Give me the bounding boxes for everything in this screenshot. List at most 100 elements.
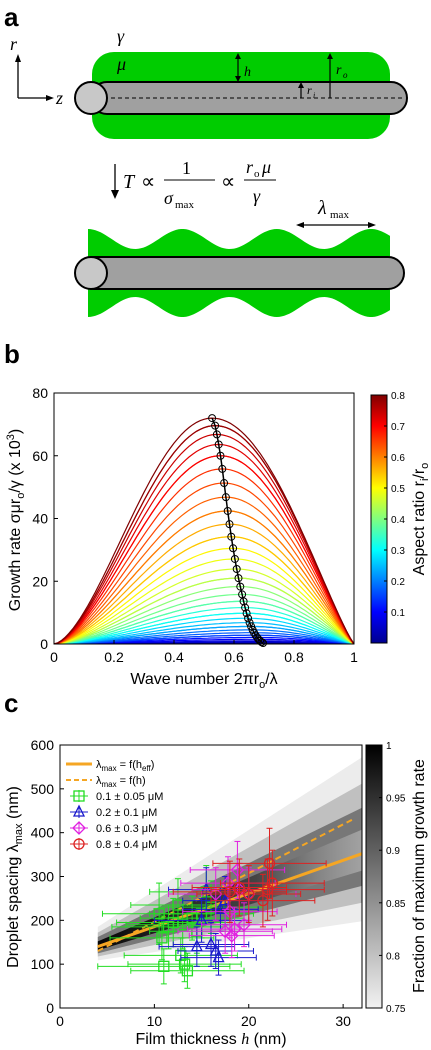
label-mu: μ	[116, 54, 126, 74]
maximum-point	[229, 544, 238, 553]
panel-label-a: a	[4, 2, 19, 32]
x-tick-label: 0.2	[104, 649, 124, 665]
panel-label-c: c	[4, 688, 18, 718]
x-tick-label: 1	[350, 649, 358, 665]
axis-label-z: z	[55, 88, 63, 108]
growth-rate-curve	[54, 523, 354, 644]
x-axis-label: Film thickness h (nm)	[135, 1031, 286, 1048]
y-tick-label: 400	[31, 825, 55, 841]
growth-rate-curve	[54, 606, 354, 644]
data-point	[189, 840, 286, 899]
svg-text:γ: γ	[253, 186, 261, 206]
colorbar-tick-label: 0.7	[391, 422, 405, 433]
fiber-end	[74, 81, 108, 115]
svg-text:0.8 ± 0.4 μM: 0.8 ± 0.4 μM	[96, 839, 157, 851]
colorbar-tick-label: 0.2	[391, 577, 405, 588]
svg-text:i: i	[313, 91, 315, 100]
legend: λmax = f(heff) λmax = f(h) 0.1 ± 0.05 μM 0.…	[66, 759, 163, 851]
data-point	[201, 902, 287, 948]
legend-entry: 0.6 ± 0.3 μM	[70, 821, 157, 835]
growth-rate-curve	[54, 433, 354, 644]
legend-entry: λmax = f(heff)	[66, 759, 154, 773]
y-tick-label: 600	[31, 737, 55, 753]
fiber-end	[74, 256, 108, 290]
label-gamma: γ	[117, 26, 125, 46]
data-point	[180, 939, 257, 976]
legend-entry: 0.1 ± 0.05 μM	[70, 790, 163, 803]
colorbar-tick-label: 0.3	[391, 546, 405, 557]
colorbar-growth-fraction	[365, 744, 383, 1009]
y-tick-label: 200	[31, 912, 55, 928]
axis-label-r: r	[10, 34, 18, 54]
colorbar-tick-label: 0.8	[391, 391, 405, 402]
y-axis-label: Growth rate σμro/γ (x 103)	[5, 429, 27, 612]
y-tick-label: 0	[40, 636, 48, 652]
y-tick-label: 500	[31, 781, 55, 797]
maximum-point	[234, 574, 243, 583]
y-axis-label: Droplet spacing λmax (nm)	[5, 786, 25, 968]
maximum-point	[244, 614, 253, 623]
svg-text:max: max	[330, 209, 349, 221]
colorbar-tick-label: 0.8	[386, 951, 400, 962]
maximum-point	[232, 565, 241, 574]
label-lambda-max: λ	[317, 197, 327, 219]
growth-rate-curve	[54, 568, 354, 644]
growth-rate-curve	[54, 443, 354, 644]
growth-rate-curve	[54, 468, 354, 644]
inner-radius-arrow: r i	[298, 82, 315, 100]
data-point	[153, 897, 250, 943]
y-tick-label: 80	[32, 385, 48, 401]
maximum-point	[247, 622, 256, 631]
growth-rate-curve	[54, 417, 354, 644]
svg-text:0.2 ± 0.1 μM: 0.2 ± 0.1 μM	[96, 807, 157, 819]
maximum-point	[245, 618, 254, 627]
growth-rate-curve	[54, 577, 354, 644]
growth-rate-curve	[54, 600, 354, 644]
x-tick-label: 0.4	[164, 649, 184, 665]
data-point	[196, 865, 302, 924]
svg-text:max: max	[175, 199, 194, 211]
y-tick-label: 60	[32, 448, 48, 464]
maximum-point	[212, 430, 221, 439]
maximum-point	[221, 493, 230, 502]
maximum-point	[211, 421, 220, 430]
maximum-point	[236, 582, 245, 591]
growth-rate-curve	[54, 510, 354, 644]
thickness-arrow-h: h	[235, 53, 251, 82]
label-ri: r	[307, 83, 312, 97]
growth-rate-curve	[54, 496, 354, 644]
svg-text:0.1 ± 0.05 μM: 0.1 ± 0.05 μM	[96, 791, 163, 803]
maximum-point	[227, 532, 236, 541]
y-tick-label: 100	[31, 956, 55, 972]
x-tick-label: 0	[50, 649, 58, 665]
colorbar-label: Fraction of maximum growth rate	[411, 759, 428, 993]
label-ro: r	[336, 63, 342, 78]
svg-text:1: 1	[182, 158, 191, 178]
x-tick-label: 20	[241, 1013, 257, 1029]
legend-entry: 0.2 ± 0.1 μM	[70, 804, 157, 819]
growth-rate-curve	[54, 617, 354, 644]
maximum-point	[208, 414, 217, 423]
growth-rate-curve	[54, 629, 354, 644]
growth-rate-curve	[54, 547, 354, 644]
colorbar-tick-label: 0.75	[386, 1004, 406, 1015]
growth-rate-curve	[54, 558, 354, 644]
svg-text:o: o	[343, 70, 348, 80]
maximum-point	[220, 479, 229, 488]
colorbar-tick-label: 0.5	[391, 484, 405, 495]
growth-rate-curve	[54, 585, 354, 644]
maximum-point	[242, 609, 251, 618]
colorbar-tick-label: 0.1	[391, 608, 405, 619]
colorbar-tick-label: 0.85	[386, 899, 406, 910]
data-point	[127, 946, 242, 983]
svg-text:∝: ∝	[221, 171, 235, 193]
label-h: h	[244, 65, 251, 80]
svg-text:λmax = f(h): λmax = f(h)	[96, 775, 146, 789]
colorbar-tick-label: 0.4	[391, 515, 405, 526]
maximum-point	[230, 554, 239, 563]
growth-rate-curve	[54, 593, 354, 644]
growth-rate-curve	[54, 536, 354, 644]
growth-rate-curve	[54, 632, 354, 644]
growth-rate-curve	[54, 482, 354, 644]
colorbar-tick-label: 1	[386, 741, 392, 752]
